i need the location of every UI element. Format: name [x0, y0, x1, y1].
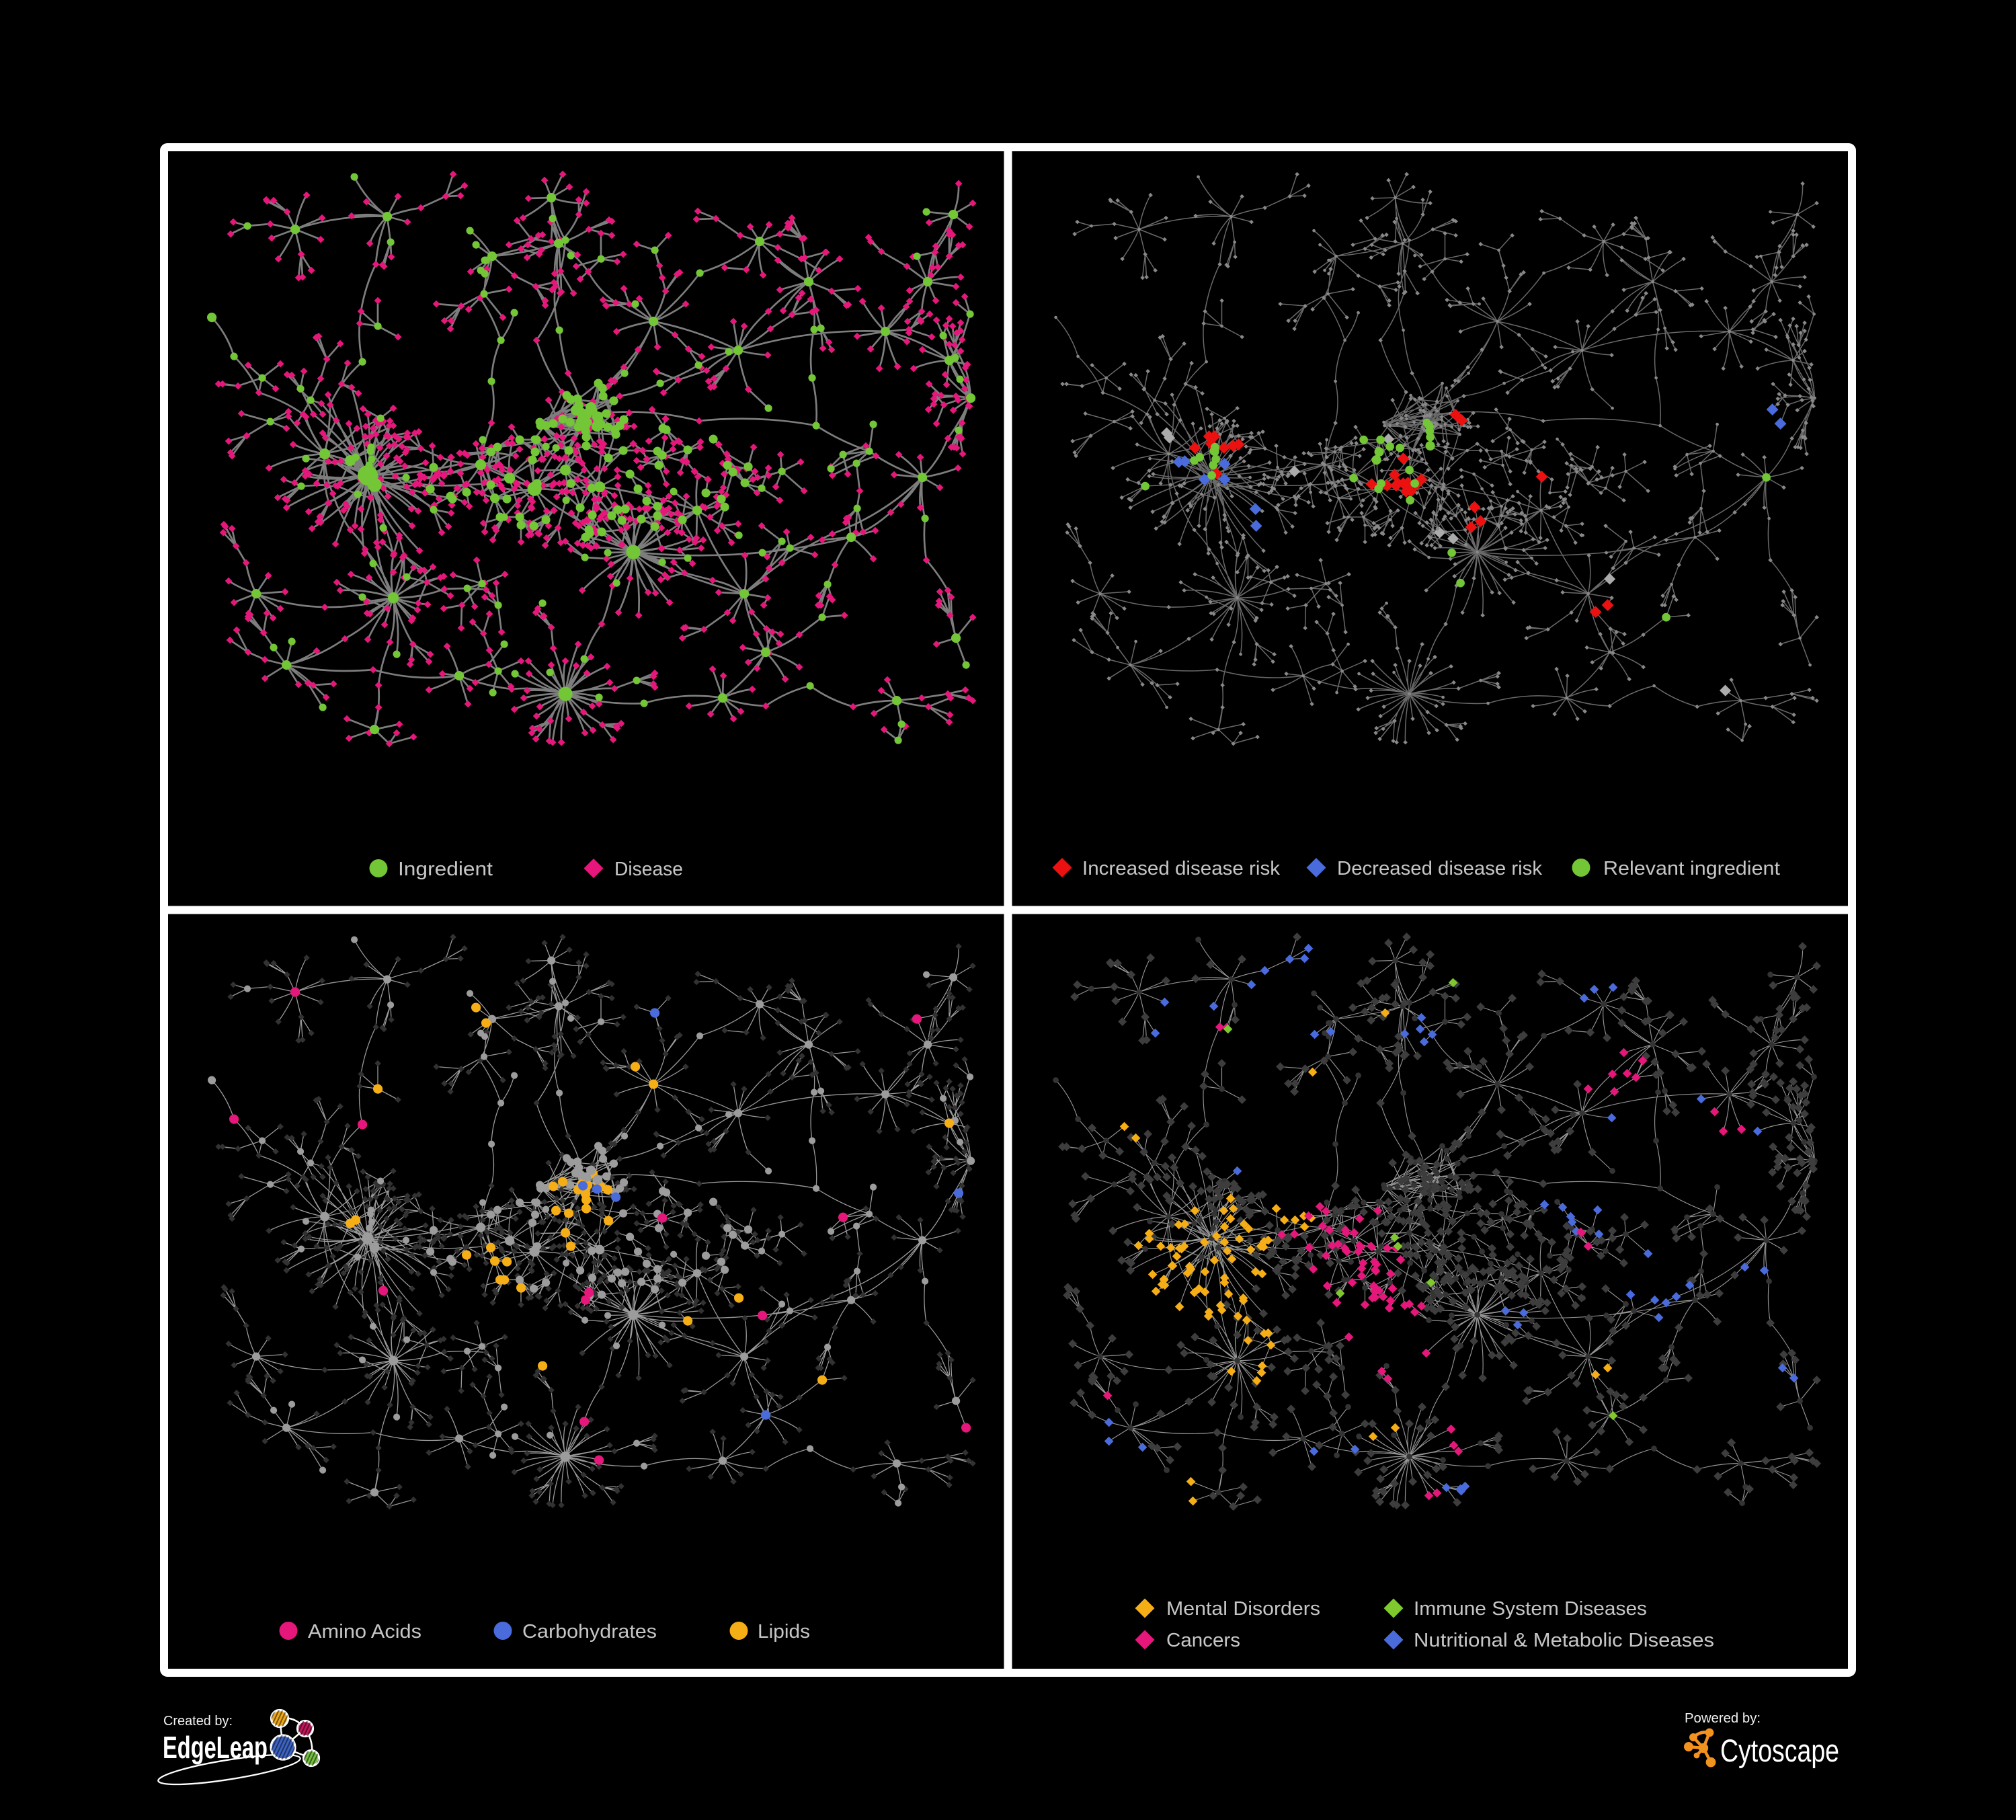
svg-text:Amino Acids: Amino Acids: [308, 1621, 421, 1643]
svg-text:Nutritional & Metabolic Diseas: Nutritional & Metabolic Diseases: [1414, 1630, 1714, 1651]
svg-text:Relevant ingredient: Relevant ingredient: [1603, 858, 1780, 879]
svg-text:Cytoscape: Cytoscape: [1720, 1733, 1839, 1768]
svg-text:EdgeLeap: EdgeLeap: [163, 1730, 268, 1765]
svg-text:Carbohydrates: Carbohydrates: [522, 1621, 657, 1643]
svg-text:Disease: Disease: [614, 859, 683, 880]
svg-text:Decreased disease risk: Decreased disease risk: [1337, 858, 1542, 879]
svg-text:Cancers: Cancers: [1166, 1630, 1240, 1651]
svg-text:Immune System Diseases: Immune System Diseases: [1414, 1598, 1647, 1620]
svg-text:Mental Disorders: Mental Disorders: [1166, 1598, 1320, 1620]
svg-text:Powered by:: Powered by:: [1685, 1711, 1761, 1726]
svg-text:Lipids: Lipids: [758, 1621, 810, 1643]
svg-text:Ingredient: Ingredient: [398, 859, 493, 880]
svg-text:Increased disease risk: Increased disease risk: [1082, 858, 1281, 879]
svg-text:Created by:: Created by:: [163, 1714, 233, 1729]
